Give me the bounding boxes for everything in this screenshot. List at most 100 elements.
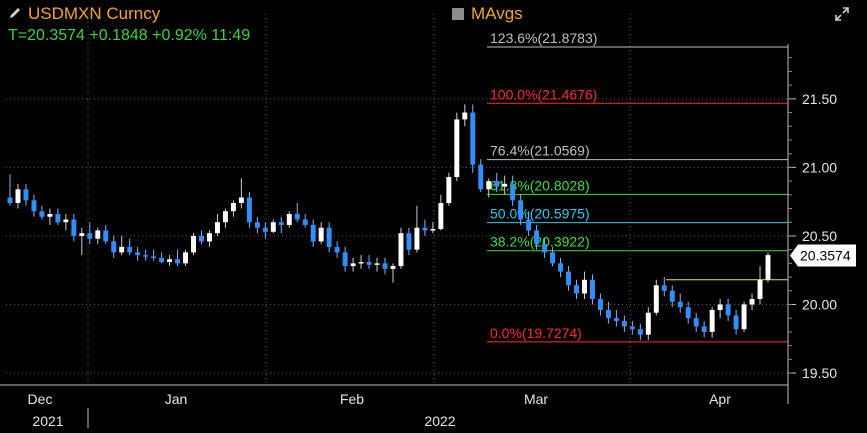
fib-label: 100.0%(21.4676): [490, 86, 597, 102]
candle-body: [462, 112, 468, 120]
candle-body: [167, 259, 173, 262]
candle-body: [693, 318, 699, 327]
candle-body: [23, 189, 29, 201]
candle-body: [589, 279, 595, 299]
candle-body: [725, 304, 731, 316]
candle-body: [254, 222, 260, 228]
y-tick-label: 20.00: [802, 296, 837, 312]
candle-body: [302, 219, 308, 225]
candle-body: [645, 312, 651, 335]
candle-body: [446, 176, 452, 204]
mavgs-toggle-box[interactable]: [452, 8, 464, 20]
x-month-label: Dec: [28, 391, 53, 407]
candle-body: [318, 227, 324, 242]
candle-body: [214, 222, 220, 234]
candle-body: [685, 307, 691, 319]
candle-body: [222, 211, 228, 223]
candle-body: [765, 255, 771, 280]
candle-body: [246, 197, 252, 223]
candle-body: [574, 285, 579, 294]
candle-body: [63, 219, 69, 223]
candle-body: [358, 261, 364, 264]
candle-body: [526, 219, 532, 231]
y-tick-label: 20.50: [802, 228, 837, 244]
candle-body: [398, 233, 404, 267]
fib-label: 76.4%(21.0569): [490, 143, 590, 159]
candle-body: [47, 214, 53, 217]
candle-body: [286, 214, 292, 225]
x-month-label: Mar: [524, 391, 548, 407]
candle-body: [39, 211, 45, 217]
candle-body: [502, 183, 508, 187]
fib-label: 123.6%(21.8783): [490, 30, 597, 46]
candle-body: [494, 181, 500, 187]
candle-body: [542, 244, 548, 253]
candle-body: [582, 279, 587, 294]
candle-body: [175, 259, 181, 264]
candle-body: [199, 235, 204, 242]
candle-body: [15, 189, 21, 204]
candle-body: [669, 290, 675, 302]
candle-body: [478, 164, 484, 190]
candle-body: [621, 320, 627, 327]
candle-body: [534, 230, 540, 245]
candle-body: [414, 227, 420, 250]
candle-body: [87, 233, 93, 239]
candle-body: [191, 235, 196, 253]
x-month-label: Jan: [165, 391, 188, 407]
candle-body: [95, 230, 101, 239]
candle-body: [757, 279, 763, 299]
candle-body: [709, 309, 715, 332]
candle-body: [334, 246, 340, 253]
candle-body: [207, 233, 212, 242]
last-price-label: 20.3574: [800, 247, 851, 263]
candle-body: [278, 222, 284, 225]
quote-line: T=20.3574 +0.1848 +0.92% 11:49: [8, 27, 251, 44]
candle-body: [310, 224, 316, 242]
candle-body: [406, 233, 412, 250]
candle-body: [382, 263, 388, 269]
candle-body: [342, 252, 348, 267]
mavgs-label[interactable]: MAvgs: [471, 4, 523, 23]
candle-body: [422, 227, 428, 231]
candle-body: [733, 315, 739, 330]
candle-body: [470, 112, 476, 165]
security-title[interactable]: USDMXN Curncy: [28, 4, 161, 23]
candle-body: [510, 183, 516, 201]
candle-body: [677, 301, 683, 308]
candle-body: [741, 304, 747, 330]
y-tick-label: 21.50: [802, 91, 837, 107]
candle-body: [119, 246, 125, 253]
last-price-tag: [790, 244, 856, 267]
candle-body: [262, 227, 268, 232]
candle-body: [183, 252, 189, 264]
candle-body: [366, 261, 372, 265]
candle-body: [159, 257, 165, 262]
candle-body: [31, 200, 37, 212]
candle-body: [605, 309, 611, 319]
candle-body: [438, 203, 444, 230]
candle-body: [270, 222, 276, 232]
candle-body: [111, 241, 117, 253]
y-tick-label: 21.00: [802, 159, 837, 175]
candle-body: [374, 263, 380, 265]
candle-body: [566, 271, 571, 286]
candle-body: [71, 219, 77, 236]
x-year-label: 2021: [32, 413, 63, 429]
expand-icon[interactable]: [834, 6, 850, 22]
candle-body: [103, 230, 109, 242]
candle-body: [597, 299, 603, 310]
candle-body: [143, 255, 149, 257]
x-year-label: 2022: [424, 413, 455, 429]
candle-body: [238, 197, 244, 204]
candle-body: [558, 263, 564, 272]
pencil-icon[interactable]: [8, 6, 22, 20]
fib-label: 50.0%(20.5975): [490, 206, 590, 222]
candle-body: [717, 304, 723, 310]
candle-body: [230, 203, 236, 212]
candle-body: [7, 197, 13, 204]
x-month-label: Feb: [340, 391, 364, 407]
candle-body: [135, 252, 141, 256]
fib-label: 0.0%(19.7274): [490, 325, 582, 341]
